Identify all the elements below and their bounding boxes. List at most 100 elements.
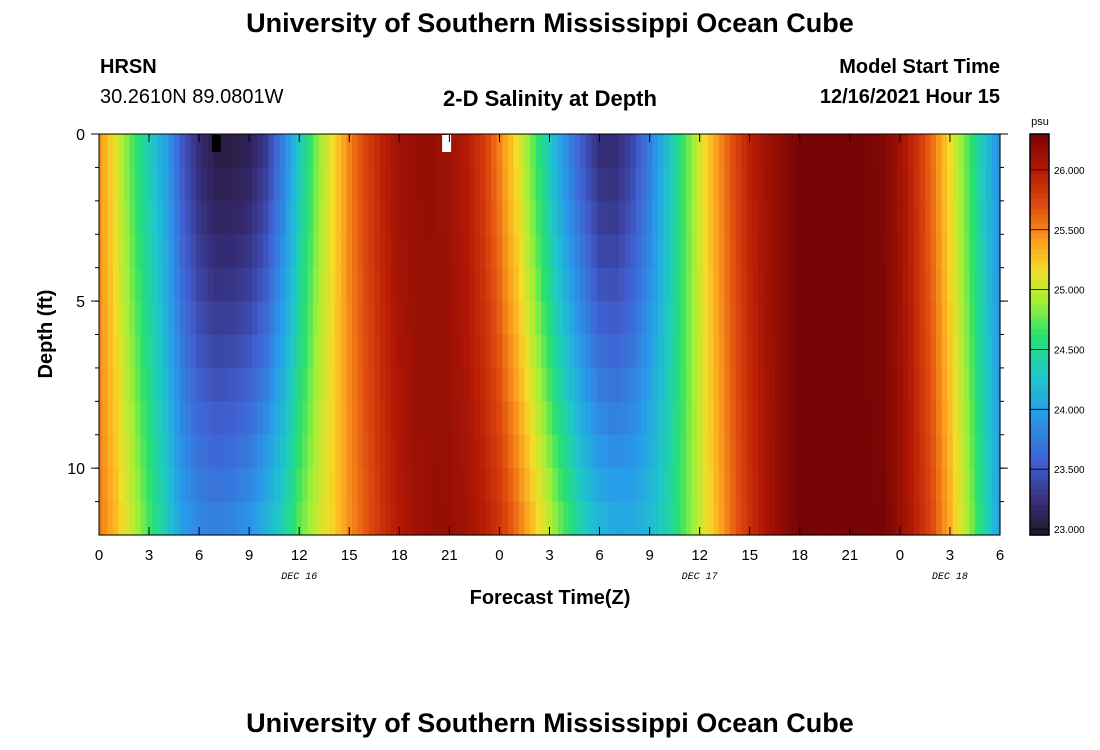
heatmap-cell bbox=[140, 367, 147, 402]
heatmap-cell bbox=[735, 367, 742, 402]
colorbar-tick-label: 25.000 bbox=[1054, 286, 1085, 297]
heatmap-cell bbox=[785, 267, 793, 302]
heatmap-cell bbox=[635, 501, 642, 536]
heatmap-cell bbox=[763, 301, 770, 336]
heatmap-cell bbox=[874, 434, 882, 469]
heatmap-cell bbox=[374, 200, 381, 235]
heatmap-cell bbox=[574, 434, 581, 469]
heatmap-cell bbox=[452, 200, 459, 235]
heatmap-cell bbox=[157, 468, 164, 503]
colorbar-segment bbox=[1030, 284, 1049, 290]
heatmap-cell bbox=[207, 367, 214, 402]
heatmap-cell bbox=[174, 434, 181, 469]
heatmap-cell bbox=[185, 134, 192, 169]
heatmap-cell bbox=[602, 134, 609, 169]
heatmap-cell bbox=[491, 200, 498, 235]
heatmap-cell bbox=[162, 501, 170, 536]
heatmap-cell bbox=[958, 434, 965, 469]
heatmap-cell bbox=[162, 200, 170, 235]
colorbar-segment bbox=[1030, 244, 1049, 250]
heatmap-cell bbox=[507, 134, 514, 169]
heatmap-cell bbox=[863, 167, 870, 202]
heatmap-cell bbox=[496, 334, 503, 369]
heatmap-cell bbox=[674, 234, 681, 269]
heatmap-cell bbox=[885, 334, 893, 369]
heatmap-cell bbox=[357, 334, 364, 369]
heatmap-cell bbox=[129, 468, 136, 503]
heatmap-cell bbox=[313, 134, 320, 169]
heatmap-cell bbox=[557, 401, 564, 436]
heatmap-cell bbox=[290, 401, 298, 436]
heatmap-cell bbox=[797, 334, 804, 369]
heatmap-cell bbox=[719, 468, 726, 503]
heatmap-cell bbox=[802, 401, 809, 436]
heatmap-cell bbox=[313, 468, 320, 503]
heatmap-cell bbox=[791, 167, 798, 202]
heatmap-cell bbox=[424, 367, 431, 402]
heatmap-cell bbox=[268, 301, 275, 336]
heatmap-cell bbox=[546, 434, 553, 469]
heatmap-cell bbox=[557, 434, 564, 469]
heatmap-cell bbox=[913, 468, 920, 503]
heatmap-cell bbox=[479, 301, 487, 336]
heatmap-cell bbox=[596, 468, 603, 503]
heatmap-cell bbox=[240, 200, 247, 235]
heatmap-cell bbox=[797, 501, 804, 536]
heatmap-cell bbox=[285, 367, 292, 402]
heatmap-cell bbox=[663, 468, 670, 503]
heatmap-cell bbox=[107, 200, 114, 235]
heatmap-cell bbox=[702, 134, 709, 169]
heatmap-cell bbox=[785, 134, 793, 169]
heatmap-cell bbox=[869, 134, 876, 169]
heatmap-cell bbox=[363, 468, 370, 503]
heatmap-cell bbox=[162, 401, 170, 436]
heatmap-cell bbox=[958, 134, 965, 169]
heatmap-cell bbox=[746, 267, 754, 302]
heatmap-cell bbox=[263, 434, 270, 469]
heatmap-cell bbox=[908, 200, 915, 235]
heatmap-cell bbox=[924, 267, 932, 302]
heatmap-cell bbox=[708, 434, 715, 469]
heatmap-cell bbox=[418, 401, 425, 436]
heatmap-cell bbox=[402, 434, 409, 469]
colorbar-segment bbox=[1030, 224, 1049, 230]
heatmap-cell bbox=[813, 301, 820, 336]
heatmap-cell bbox=[218, 134, 225, 169]
heatmap-cell bbox=[235, 200, 242, 235]
heatmap-cell bbox=[491, 367, 498, 402]
colorbar-segment bbox=[1030, 369, 1049, 376]
heatmap-cell bbox=[363, 301, 370, 336]
heatmap-cell bbox=[313, 334, 320, 369]
heatmap-cell bbox=[719, 501, 726, 536]
heatmap-cell bbox=[574, 401, 581, 436]
heatmap-cell bbox=[852, 200, 859, 235]
heatmap-cell bbox=[251, 334, 259, 369]
heatmap-cell bbox=[174, 200, 181, 235]
heatmap-cell bbox=[218, 501, 225, 536]
heatmap-cell bbox=[708, 301, 715, 336]
heatmap-cell bbox=[302, 234, 309, 269]
heatmap-cell bbox=[441, 401, 448, 436]
heatmap-cell bbox=[769, 334, 776, 369]
heatmap-cell bbox=[552, 134, 559, 169]
heatmap-cell bbox=[580, 434, 587, 469]
heatmap-cell bbox=[279, 167, 286, 202]
heatmap-cell bbox=[841, 301, 848, 336]
heatmap-cell bbox=[196, 200, 203, 235]
heatmap-cell bbox=[229, 367, 236, 402]
heatmap-cell bbox=[118, 200, 125, 235]
heatmap-cell bbox=[468, 501, 476, 536]
heatmap-cell bbox=[908, 401, 915, 436]
heatmap-cell bbox=[646, 501, 653, 536]
heatmap-cell bbox=[974, 501, 982, 536]
heatmap-cell bbox=[952, 200, 959, 235]
heatmap-cell bbox=[557, 267, 564, 302]
heatmap-cell bbox=[140, 501, 147, 536]
heatmap-cell bbox=[452, 501, 459, 536]
heatmap-cell bbox=[140, 200, 147, 235]
heatmap-cell bbox=[641, 367, 648, 402]
heatmap-cell bbox=[741, 468, 748, 503]
heatmap-cell bbox=[174, 301, 181, 336]
heatmap-cell bbox=[268, 468, 275, 503]
heatmap-cell bbox=[429, 334, 437, 369]
